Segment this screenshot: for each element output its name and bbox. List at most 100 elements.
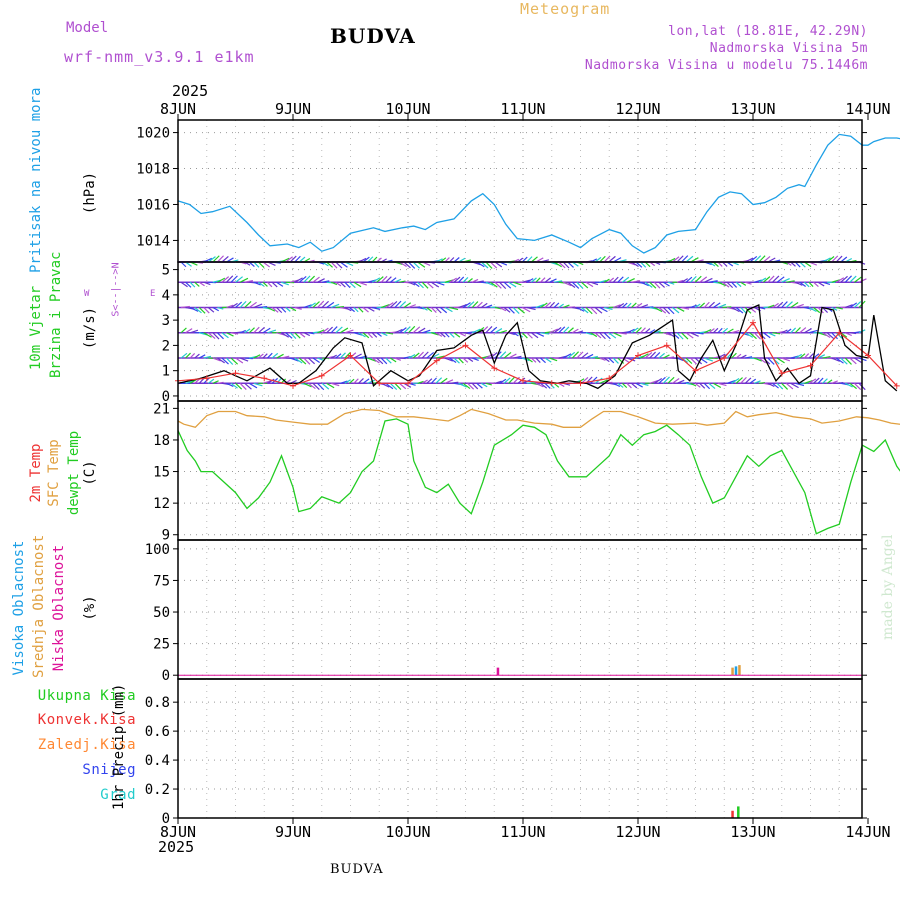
wind-arrow: [717, 303, 727, 309]
gust-point: [721, 355, 728, 362]
wind-arrow: [644, 352, 653, 359]
wind-arrow: [844, 275, 853, 283]
wind-arrow: [640, 353, 649, 359]
wind-arrow: [490, 281, 498, 288]
wind-arrow: [699, 382, 706, 389]
wind-arrow: [198, 307, 206, 314]
wind-arrow: [513, 355, 522, 359]
wind-arrow: [553, 327, 562, 334]
wind-arrow: [462, 302, 471, 308]
gust-point: [548, 380, 555, 387]
precip-total-label: Ukupna Kisa: [37, 688, 136, 704]
wind-arrow: [521, 332, 528, 339]
wind-arrow: [267, 306, 276, 312]
wind-arrow: [353, 378, 359, 384]
wind-arrow: [735, 353, 742, 359]
wind-arrow: [403, 382, 412, 388]
wind-arrow: [754, 279, 762, 283]
wind-arrow: [640, 382, 649, 386]
wind-arrow: [221, 256, 229, 263]
wind-arrow: [853, 382, 862, 390]
wind-arrow: [558, 261, 566, 269]
gust-point: [405, 380, 411, 387]
page-title: BUDVA: [330, 24, 416, 48]
wind-arrow: [499, 306, 507, 312]
wind-arrow: [221, 332, 229, 339]
x-tick-label-top: 8JUN: [160, 100, 196, 118]
wind-arrow: [385, 276, 392, 283]
precip-ytick-label: 0.8: [145, 695, 170, 711]
wind-arrow: [430, 377, 437, 384]
gust-point: [577, 380, 584, 387]
wind-arrow: [672, 307, 680, 314]
wind-arrow: [348, 378, 355, 384]
wind-arrow: [754, 380, 761, 384]
wind-arrow: [412, 261, 420, 269]
wind-arrow: [430, 281, 440, 288]
wind-arrow: [731, 330, 740, 334]
wind-arrow: [690, 275, 697, 283]
wind-arrow: [435, 355, 445, 359]
wind-arrow: [226, 332, 234, 337]
wind-arrow: [403, 261, 411, 269]
wind-arrow: [235, 357, 244, 364]
wind-arrow: [567, 261, 574, 268]
wind-arrow: [731, 378, 740, 384]
wind-arrow: [308, 332, 315, 335]
wind-arrow: [826, 379, 833, 384]
wind-arrow: [512, 332, 519, 337]
wind-arrow: [307, 357, 316, 365]
wind-arrow: [749, 332, 757, 340]
wind-arrow: [267, 329, 277, 334]
wind-arrow: [576, 351, 584, 359]
wind-arrow: [631, 280, 641, 283]
wind-arrow: [285, 307, 291, 312]
gust-point: [520, 377, 526, 384]
wind-arrow: [508, 307, 515, 314]
wind-arrow: [740, 307, 748, 314]
wind-arrow: [530, 357, 537, 363]
wind-arrow: [503, 281, 512, 289]
wind-arrow: [621, 382, 628, 389]
wind-arrow: [685, 332, 694, 339]
wind-arrow: [703, 301, 710, 308]
wind-arrow: [613, 304, 621, 309]
wind-arrow: [726, 379, 736, 384]
wind-arrow: [248, 301, 257, 308]
wind-arrow: [244, 328, 251, 334]
wind-arrow: [626, 278, 635, 283]
x-tick-label-top: 13JUN: [730, 100, 775, 118]
wind-arrow: [294, 332, 301, 339]
wind-arrow: [476, 261, 485, 268]
wind-arrow: [703, 277, 713, 283]
wind-arrow: [654, 330, 661, 334]
wind-arrow: [462, 382, 471, 390]
wind-arrow: [326, 356, 333, 359]
wind-arrow: [380, 357, 388, 365]
wind-arrow: [703, 382, 711, 390]
wind-arrow: [667, 356, 675, 359]
wind-arrow: [494, 281, 502, 289]
wind-arrow: [262, 327, 271, 334]
wind-arrow: [731, 306, 740, 313]
wind-arrow: [567, 351, 576, 359]
wind-arrow: [217, 357, 225, 364]
temp-ytick-label: 18: [153, 433, 170, 449]
wind-arrow: [849, 302, 858, 308]
wind-arrow: [631, 302, 637, 308]
wind-arrow: [708, 301, 715, 308]
wind-arrow: [307, 275, 316, 283]
gust-point: [290, 382, 296, 389]
wind-ytick-label: 2: [162, 338, 170, 354]
wind-arrow: [621, 302, 628, 308]
wind-arrow: [285, 256, 293, 263]
wind-arrow: [744, 332, 754, 338]
wind-arrow: [599, 357, 606, 361]
wind-arrow: [435, 332, 443, 337]
wind-arrow: [808, 353, 814, 359]
wind-arrow: [508, 332, 515, 336]
wind-arrow: [408, 261, 416, 269]
gust-point: [606, 375, 613, 382]
wind-arrow: [353, 281, 362, 288]
